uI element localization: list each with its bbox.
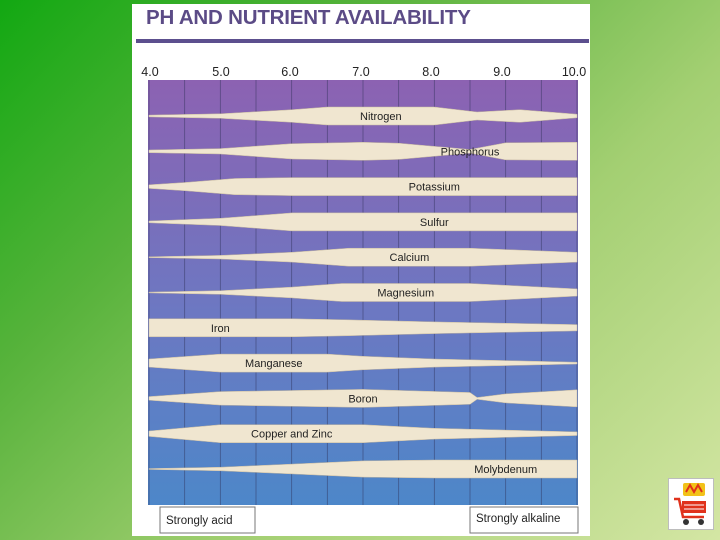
shopping-cart-icon [674,482,706,525]
nutrient-labels: Nitrogen Phosphorus Potassium Sulfur Calcium… [211,111,537,476]
nutrient-label: Boron [348,393,377,405]
nutrient-label: Potassium [409,182,460,194]
nutrient-band [148,142,578,161]
nutrient-band [148,459,578,479]
ph-tick-label: 5.0 [212,65,230,79]
nutrient-label: Copper and Zinc [251,429,333,441]
ph-tick-label: 10.0 [561,65,587,79]
nutrient-label: Molybdenum [474,464,537,476]
nutrient-label: Magnesium [377,288,434,300]
nutrient-bands [148,106,578,479]
ph-tick-label: 6.0 [281,65,299,79]
title-rule [136,39,589,43]
ph-tick-label: 4.0 [141,65,159,79]
nutrient-band [148,353,578,373]
nutrient-band [148,424,578,443]
ph-tick-label: 7.0 [352,65,370,79]
nutrient-label: Calcium [390,252,430,264]
nutrient-band [148,389,578,408]
nutrient-label: Manganese [245,358,303,370]
strongly-alkaline-box [469,506,579,534]
nutrient-label: Iron [211,323,230,335]
store-logo [668,478,714,530]
nutrient-band [148,106,578,126]
ph-tick-label: 9.0 [493,65,511,79]
nutrient-band [148,283,578,302]
nutrient-band [148,212,578,232]
strongly-acid-label: Strongly acid [166,515,232,527]
nutrient-band [148,177,578,196]
nutrient-label: Sulfur [420,217,449,229]
nutrient-label: Nitrogen [360,111,402,123]
strongly-acid-box [159,506,256,534]
nutrient-band [148,247,578,267]
strongly-alkaline-label: Strongly alkaline [476,513,560,525]
ph-tick-label: 8.0 [422,65,440,79]
nutrient-band [148,318,578,338]
chart-title: PH AND NUTRIENT AVAILABILITY [146,6,471,29]
nutrient-label: Phosphorus [441,146,500,158]
